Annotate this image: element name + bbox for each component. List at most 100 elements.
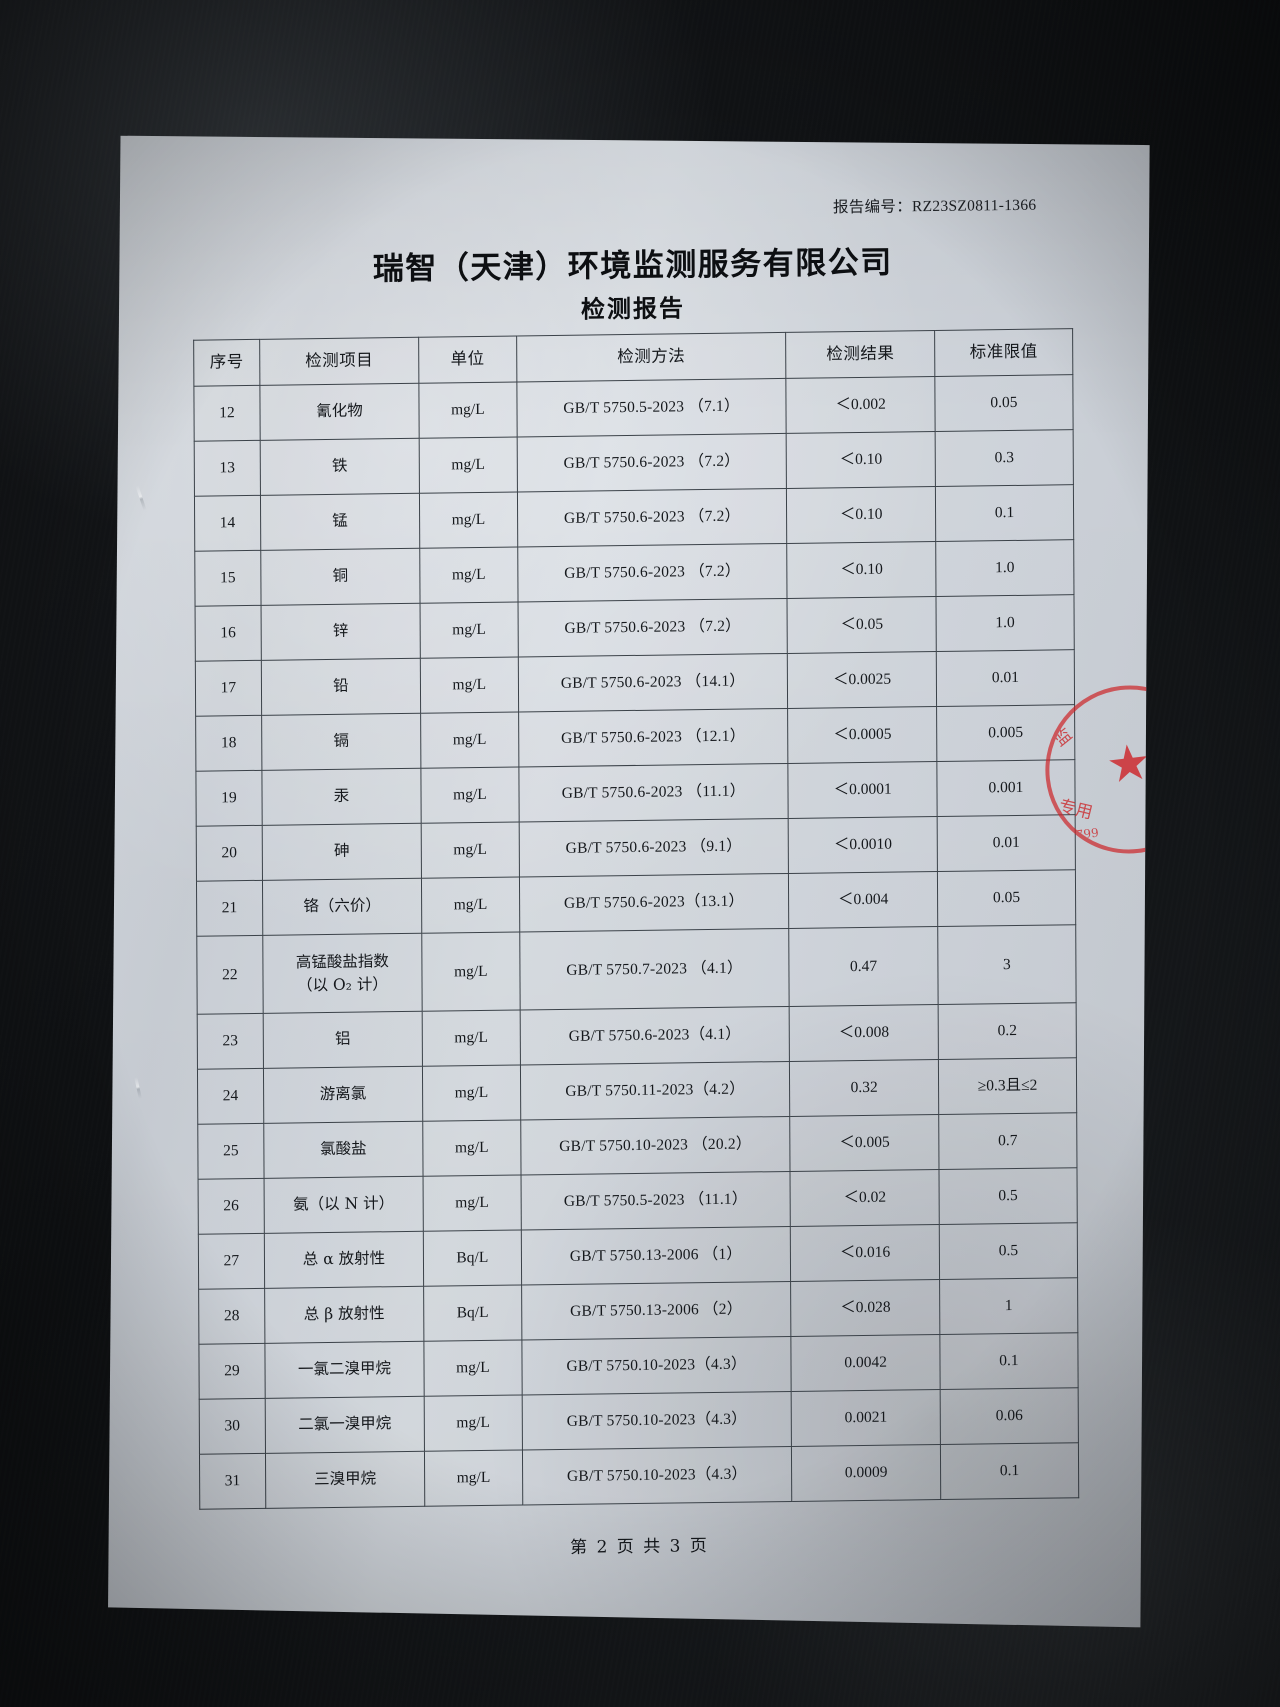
- cell-result: ＜0.002: [786, 376, 935, 433]
- cell-unit: mg/L: [420, 657, 518, 713]
- cell-no: 16: [195, 605, 261, 661]
- cell-no: 21: [196, 880, 262, 936]
- cell-unit: mg/L: [425, 1450, 523, 1506]
- cell-item: 铝: [263, 1011, 423, 1068]
- cell-limit: 0.001: [937, 760, 1075, 817]
- cell-unit: mg/L: [420, 547, 518, 603]
- cell-result: ＜0.016: [791, 1225, 940, 1282]
- table-row: 22 高锰酸盐指数 （以 O₂ 计） mg/L GB/T 5750.7-2023 （4.…: [197, 925, 1076, 1015]
- cell-result: ＜0.028: [791, 1280, 940, 1337]
- cell-unit: mg/L: [423, 1120, 521, 1176]
- cell-result: 0.0009: [792, 1445, 941, 1502]
- cell-no: 18: [196, 715, 262, 771]
- cell-method: GB/T 5750.10-2023（4.3）: [522, 1446, 792, 1505]
- cell-item: 二氯一溴甲烷: [265, 1396, 425, 1453]
- cell-no: 19: [196, 770, 262, 826]
- cell-method: GB/T 5750.6-2023 （12.1）: [518, 708, 788, 767]
- cell-limit: 1.0: [936, 540, 1074, 597]
- cell-method: GB/T 5750.6-2023 （9.1）: [519, 818, 789, 877]
- cell-item: 总 β 放射性: [264, 1286, 424, 1343]
- cell-result: 0.32: [790, 1060, 939, 1117]
- cell-item: 一氯二溴甲烷: [265, 1341, 425, 1398]
- cell-limit: 0.5: [939, 1168, 1077, 1225]
- cell-no: 25: [198, 1123, 264, 1179]
- cell-limit: 0.01: [936, 650, 1074, 707]
- cell-unit: mg/L: [424, 1395, 522, 1451]
- cell-unit: mg/L: [423, 1065, 521, 1121]
- cell-no: 26: [198, 1178, 264, 1234]
- company-title: 瑞智（天津）环境监测服务有限公司: [372, 244, 893, 288]
- cell-unit: mg/L: [422, 1010, 520, 1066]
- cell-unit: mg/L: [420, 492, 518, 548]
- cell-no: 17: [195, 660, 261, 716]
- cell-unit: mg/L: [424, 1340, 522, 1396]
- cell-item: 高锰酸盐指数 （以 O₂ 计）: [263, 933, 423, 1013]
- cell-method: GB/T 5750.5-2023 （11.1）: [521, 1171, 791, 1230]
- cell-no: 24: [197, 1068, 263, 1124]
- paper-sheet: 报告编号：RZ23SZ0811-1366 瑞智（天津）环境监测服务有限公司 检测…: [96, 113, 1166, 1647]
- cell-method: GB/T 5750.6-2023 （7.2）: [517, 543, 787, 602]
- cell-limit: 0.05: [935, 375, 1073, 432]
- cell-limit: ≥0.3且≤2: [938, 1058, 1076, 1115]
- column-header-method: 检测方法: [516, 332, 786, 382]
- table-row: 31 三溴甲烷 mg/L GB/T 5750.10-2023（4.3） 0.0009 0.…: [199, 1443, 1078, 1510]
- cell-unit: mg/L: [419, 437, 517, 493]
- cell-item: 氯酸盐: [264, 1121, 424, 1178]
- column-header-no: 序号: [194, 339, 260, 386]
- cell-no: 31: [199, 1453, 265, 1509]
- cell-result: ＜0.0010: [788, 817, 937, 874]
- cell-limit: 0.1: [935, 485, 1073, 542]
- page-footer: 第 2 页 共 3 页: [570, 1536, 709, 1558]
- cell-limit: 0.3: [935, 430, 1073, 487]
- cell-limit: 0.05: [937, 870, 1075, 927]
- cell-no: 12: [194, 385, 260, 441]
- cell-result: ＜0.10: [786, 431, 935, 488]
- cell-item: 镉: [261, 713, 421, 770]
- column-header-item: 检测项目: [259, 337, 418, 385]
- cell-no: 13: [194, 440, 260, 496]
- cell-method: GB/T 5750.11-2023（4.2）: [520, 1061, 790, 1120]
- cell-unit: mg/L: [421, 767, 519, 823]
- cell-method: GB/T 5750.13-2006 （1）: [521, 1226, 791, 1285]
- cell-result: ＜0.05: [787, 596, 936, 653]
- cell-item: 铬（六价）: [262, 878, 422, 935]
- cell-no: 14: [194, 495, 260, 551]
- cell-unit: Bq/L: [423, 1230, 521, 1286]
- cell-no: 15: [195, 550, 261, 606]
- test-results-table: 序号 检测项目 单位 检测方法 检测结果 标准限值 12 氰化物 mg/L GB/T …: [193, 328, 1079, 1510]
- cell-method: GB/T 5750.6-2023 （14.1）: [518, 653, 788, 712]
- cell-result: ＜0.0005: [788, 706, 937, 763]
- cell-method: GB/T 5750.10-2023（4.3）: [522, 1336, 792, 1395]
- cell-result: 0.47: [789, 927, 938, 1007]
- cell-result: ＜0.10: [787, 486, 936, 543]
- cell-item: 铅: [261, 658, 421, 715]
- cell-method: GB/T 5750.10-2023 （20.2）: [520, 1116, 790, 1175]
- cell-unit: mg/L: [422, 932, 520, 1011]
- cell-item-line1: 高锰酸盐指数: [295, 952, 389, 972]
- cell-result: ＜0.02: [790, 1170, 939, 1227]
- cell-no: 22: [197, 935, 263, 1014]
- column-header-unit: 单位: [419, 336, 517, 383]
- cell-result: ＜0.004: [789, 872, 938, 929]
- cell-method: GB/T 5750.6-2023（4.1）: [520, 1006, 790, 1065]
- cell-method: GB/T 5750.13-2006 （2）: [521, 1281, 791, 1340]
- cell-limit: 0.7: [939, 1113, 1077, 1170]
- document-subtitle: 检测报告: [580, 293, 686, 324]
- column-header-result: 检测结果: [786, 330, 935, 378]
- cell-no: 23: [197, 1013, 263, 1069]
- cell-item: 铜: [261, 548, 421, 605]
- cell-method: GB/T 5750.6-2023 （11.1）: [519, 763, 789, 822]
- cell-result: ＜0.005: [790, 1115, 939, 1172]
- cell-item: 氰化物: [260, 383, 420, 440]
- cell-method: GB/T 5750.6-2023 （7.2）: [518, 598, 788, 657]
- cell-unit: Bq/L: [424, 1285, 522, 1341]
- cell-item: 砷: [262, 823, 422, 880]
- cell-unit: mg/L: [421, 822, 519, 878]
- cell-limit: 0.2: [938, 1003, 1076, 1060]
- cell-limit: 1.0: [936, 595, 1074, 652]
- cell-item: 锌: [261, 603, 421, 660]
- cell-method: GB/T 5750.6-2023 （7.2）: [517, 488, 787, 547]
- cell-no: 20: [196, 825, 262, 881]
- cell-item: 三溴甲烷: [265, 1451, 425, 1508]
- cell-result: ＜0.0001: [788, 761, 937, 818]
